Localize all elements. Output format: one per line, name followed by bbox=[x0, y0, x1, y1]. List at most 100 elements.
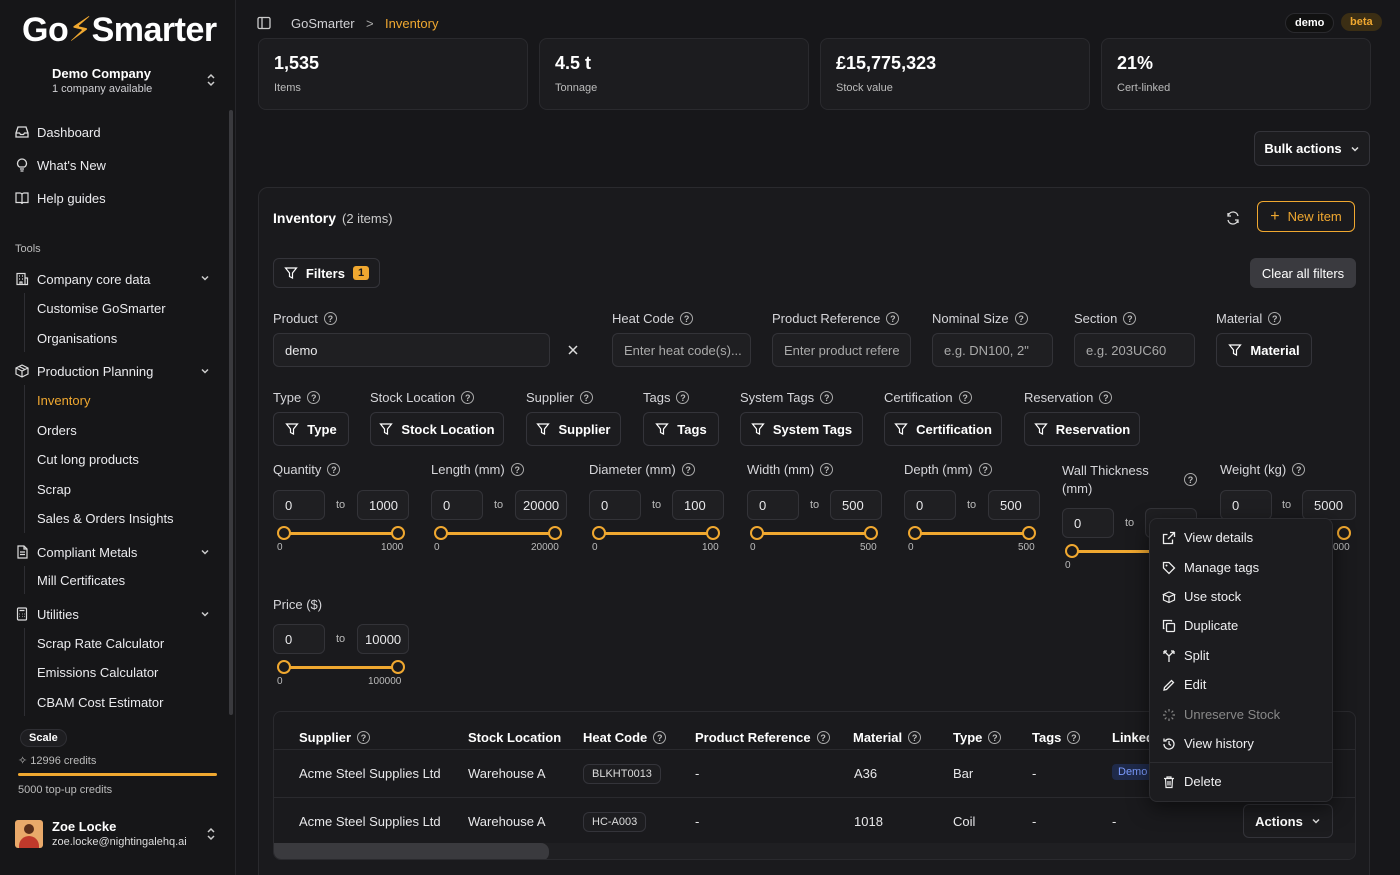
wall-thickness-slider-min-handle[interactable] bbox=[1065, 544, 1079, 558]
help-circle-icon[interactable]: ? bbox=[357, 731, 371, 744]
width-min-input[interactable]: 0 bbox=[747, 490, 799, 520]
tags-filter-button[interactable]: Tags bbox=[643, 412, 719, 446]
column-header-linked[interactable]: Linked bbox=[1112, 730, 1154, 745]
column-header-supplier[interactable]: Supplier? bbox=[299, 730, 371, 745]
type-filter-button[interactable]: Type bbox=[273, 412, 349, 446]
chevron-down-icon[interactable] bbox=[200, 273, 210, 283]
avatar[interactable] bbox=[15, 820, 43, 848]
help-circle-icon[interactable]: ? bbox=[1268, 312, 1282, 325]
help-circle-icon[interactable]: ? bbox=[1014, 312, 1028, 325]
nav-help-guides[interactable]: Help guides bbox=[15, 187, 106, 209]
length-slider-max-handle[interactable] bbox=[548, 526, 562, 540]
nav-company-core-data[interactable]: Company core data bbox=[15, 268, 150, 290]
chevron-down-icon[interactable] bbox=[200, 547, 210, 557]
nav-sales-orders-insights[interactable]: Sales & Orders Insights bbox=[37, 511, 174, 526]
product-input[interactable]: demo bbox=[273, 333, 550, 367]
product-reference-input[interactable]: Enter product refere bbox=[772, 333, 911, 367]
wall-thickness-slider-track[interactable] bbox=[1072, 550, 1152, 553]
length-max-input[interactable]: 20000 bbox=[515, 490, 567, 520]
help-circle-icon[interactable]: ? bbox=[681, 463, 695, 476]
help-circle-icon[interactable]: ? bbox=[653, 731, 667, 744]
column-header-material[interactable]: Material? bbox=[853, 730, 922, 745]
company-switcher[interactable]: Demo Company 1 company available bbox=[52, 66, 152, 95]
weight-min-input[interactable]: 0 bbox=[1220, 490, 1272, 520]
gosmarter-logo[interactable]: Go⚡Smarter bbox=[22, 11, 217, 49]
nav-cbam-cost-estimator[interactable]: CBAM Cost Estimator bbox=[37, 695, 164, 710]
depth-max-input[interactable]: 500 bbox=[988, 490, 1040, 520]
nav-cut-long-products[interactable]: Cut long products bbox=[37, 452, 139, 467]
nav-organisations[interactable]: Organisations bbox=[37, 331, 118, 346]
sidebar-toggle-icon[interactable] bbox=[257, 16, 271, 30]
supplier-filter-button[interactable]: Supplier bbox=[526, 412, 621, 446]
help-circle-icon[interactable]: ? bbox=[323, 312, 337, 325]
menu-item-manage-tags[interactable]: Manage tags bbox=[1162, 560, 1259, 575]
nav-inventory[interactable]: Inventory bbox=[37, 393, 91, 408]
refresh-icon[interactable] bbox=[1226, 211, 1240, 225]
quantity-max-input[interactable]: 1000 bbox=[357, 490, 409, 520]
material-filter-button[interactable]: Material bbox=[1216, 333, 1312, 367]
depth-slider-track[interactable] bbox=[915, 532, 1029, 535]
price-slider-max-handle[interactable] bbox=[391, 660, 405, 674]
nav-scrap[interactable]: Scrap bbox=[37, 482, 71, 497]
nav-production-planning[interactable]: Production Planning bbox=[15, 360, 153, 382]
clear-filters-button[interactable]: Clear all filters bbox=[1250, 258, 1356, 288]
help-circle-icon[interactable]: ? bbox=[958, 391, 972, 404]
price-slider-min-handle[interactable] bbox=[277, 660, 291, 674]
price-min-input[interactable]: 0 bbox=[273, 624, 325, 654]
filters-button[interactable]: Filters 1 bbox=[273, 258, 380, 288]
table-scroll-thumb[interactable] bbox=[274, 843, 549, 859]
diameter-slider-track[interactable] bbox=[599, 532, 713, 535]
help-circle-icon[interactable]: ? bbox=[908, 731, 922, 744]
new-item-button[interactable]: + New item bbox=[1257, 201, 1355, 232]
width-max-input[interactable]: 500 bbox=[830, 490, 882, 520]
quantity-min-input[interactable]: 0 bbox=[273, 490, 325, 520]
menu-item-view-history[interactable]: View history bbox=[1162, 736, 1254, 751]
help-circle-icon[interactable]: ? bbox=[680, 312, 694, 325]
weight-max-input[interactable]: 5000 bbox=[1302, 490, 1356, 520]
help-circle-icon[interactable]: ? bbox=[676, 391, 690, 404]
reservation-filter-button[interactable]: Reservation bbox=[1024, 412, 1140, 446]
certification-filter-button[interactable]: Certification bbox=[884, 412, 1002, 446]
diameter-slider-max-handle[interactable] bbox=[706, 526, 720, 540]
help-circle-icon[interactable]: ? bbox=[1123, 312, 1137, 325]
breadcrumb-root[interactable]: GoSmarter bbox=[291, 16, 355, 31]
nav-emissions-calculator[interactable]: Emissions Calculator bbox=[37, 665, 159, 680]
width-slider-max-handle[interactable] bbox=[864, 526, 878, 540]
chevron-down-icon[interactable] bbox=[200, 366, 210, 376]
help-circle-icon[interactable]: ? bbox=[510, 463, 524, 476]
nav-whats-new[interactable]: What's New bbox=[15, 154, 106, 176]
user-menu-chevrons-icon[interactable] bbox=[206, 826, 216, 842]
help-circle-icon[interactable]: ? bbox=[988, 731, 1002, 744]
wall-thickness-min-input[interactable]: 0 bbox=[1062, 508, 1114, 538]
chevrons-up-down-icon[interactable] bbox=[206, 72, 216, 88]
menu-item-use-stock[interactable]: Use stock bbox=[1162, 589, 1241, 604]
length-slider-min-handle[interactable] bbox=[434, 526, 448, 540]
quantity-slider-track[interactable] bbox=[284, 532, 398, 535]
section-input[interactable]: e.g. 203UC60 bbox=[1074, 333, 1195, 367]
depth-min-input[interactable]: 0 bbox=[904, 490, 956, 520]
help-circle-icon[interactable]: ? bbox=[1099, 391, 1113, 404]
depth-slider-max-handle[interactable] bbox=[1022, 526, 1036, 540]
help-circle-icon[interactable]: ? bbox=[579, 391, 593, 404]
nav-customise-gosmarter[interactable]: Customise GoSmarter bbox=[37, 301, 166, 316]
help-circle-icon[interactable]: ? bbox=[886, 312, 900, 325]
nav-utilities[interactable]: Utilities bbox=[15, 603, 79, 625]
nav-dashboard[interactable]: Dashboard bbox=[15, 121, 101, 143]
weight-slider-max-handle[interactable] bbox=[1337, 526, 1351, 540]
help-circle-icon[interactable]: ? bbox=[816, 731, 830, 744]
nav-scrap-rate-calculator[interactable]: Scrap Rate Calculator bbox=[37, 636, 165, 651]
column-header-type[interactable]: Type? bbox=[953, 730, 1002, 745]
chevron-down-icon[interactable] bbox=[200, 609, 210, 619]
bulk-actions-button[interactable]: Bulk actions bbox=[1254, 131, 1370, 166]
diameter-min-input[interactable]: 0 bbox=[589, 490, 641, 520]
linked-badge[interactable]: Demo bbox=[1112, 764, 1154, 780]
menu-item-edit[interactable]: Edit bbox=[1162, 677, 1206, 692]
help-circle-icon[interactable]: ? bbox=[820, 463, 834, 476]
clear-x-icon[interactable] bbox=[566, 343, 580, 357]
nav-mill-certificates[interactable]: Mill Certificates bbox=[37, 573, 126, 588]
nominal-size-input[interactable]: e.g. DN100, 2" bbox=[932, 333, 1053, 367]
diameter-slider-min-handle[interactable] bbox=[592, 526, 606, 540]
menu-item-split[interactable]: Split bbox=[1162, 648, 1209, 663]
nav-orders[interactable]: Orders bbox=[37, 423, 77, 438]
system-tags-filter-button[interactable]: System Tags bbox=[740, 412, 863, 446]
